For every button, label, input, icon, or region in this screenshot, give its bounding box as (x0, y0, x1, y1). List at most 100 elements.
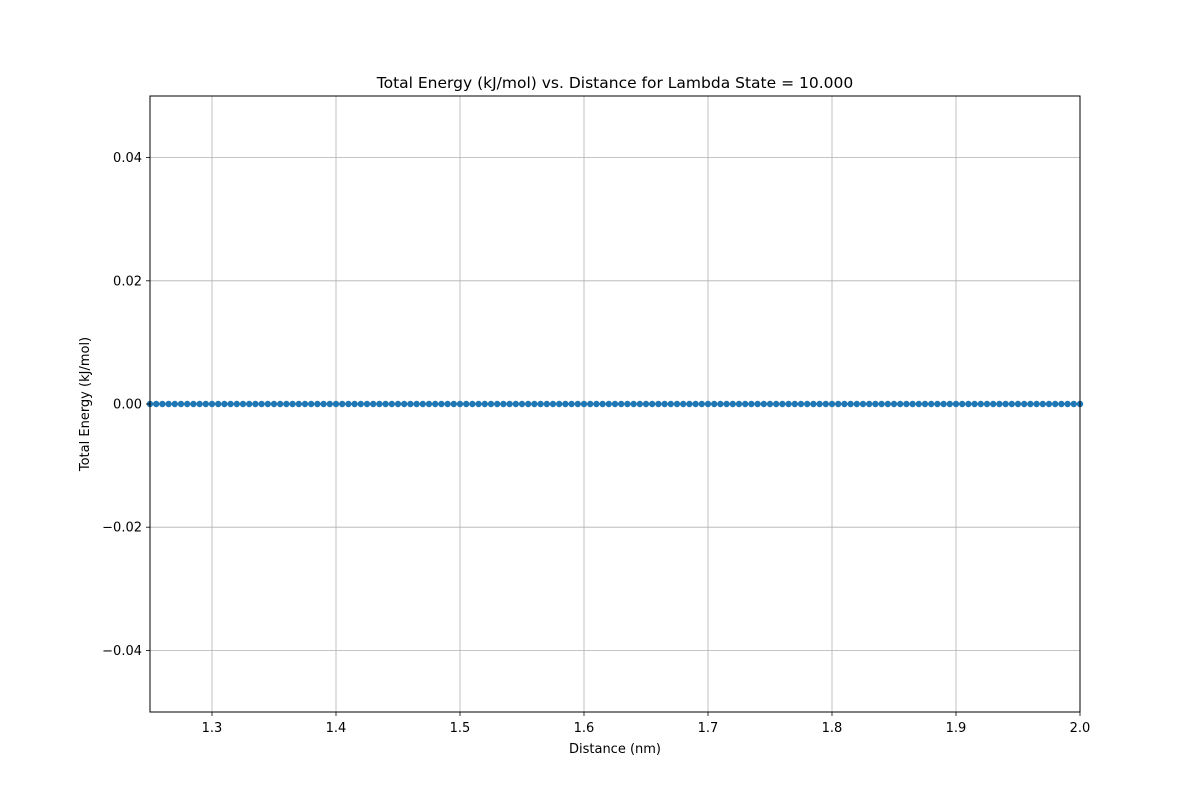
data-point (289, 400, 296, 408)
data-point (1052, 400, 1059, 408)
x-tick-label: 1.4 (326, 721, 347, 736)
data-point (525, 400, 532, 408)
data-point (897, 400, 904, 408)
data-point (835, 400, 842, 408)
data-point (388, 400, 395, 408)
data-point (587, 400, 594, 408)
data-point (884, 400, 891, 408)
y-tick-label: 0.02 (113, 274, 142, 289)
data-point (1045, 400, 1053, 408)
data-point (1039, 400, 1047, 408)
data-point (642, 400, 650, 408)
data-point (983, 400, 991, 408)
data-point (301, 400, 309, 408)
data-point (859, 400, 867, 408)
data-point (543, 400, 550, 408)
y-tick-label: 0.04 (113, 151, 142, 166)
data-point (196, 400, 203, 408)
data-point (394, 400, 402, 408)
data-point (704, 400, 712, 408)
data-point (847, 400, 854, 408)
data-point (810, 400, 817, 408)
data-point (686, 400, 693, 408)
data-point (252, 400, 259, 408)
data-point (636, 400, 643, 408)
data-point (239, 400, 247, 408)
data-point (283, 400, 290, 408)
data-point (419, 400, 426, 408)
data-point (934, 400, 941, 408)
data-point (456, 400, 464, 408)
data-point (698, 400, 705, 408)
data-point (221, 400, 228, 408)
data-point (190, 400, 197, 408)
data-point (580, 400, 588, 408)
x-tick-label: 1.9 (946, 721, 967, 736)
data-point (996, 400, 1003, 408)
y-tick-label: −0.04 (102, 644, 142, 659)
data-point (971, 400, 978, 408)
data-point (903, 400, 910, 408)
data-point (649, 400, 656, 408)
y-axis-title: Total Energy (kJ/mol) (78, 337, 93, 472)
x-tick-label: 1.6 (574, 721, 595, 736)
data-point (748, 400, 755, 408)
data-point (921, 400, 929, 408)
data-point (680, 400, 687, 408)
data-point (909, 400, 916, 408)
data-point (940, 400, 947, 408)
data-point (946, 400, 953, 408)
y-tick-label: 0.00 (113, 398, 142, 413)
data-point (1014, 400, 1022, 408)
data-point (425, 400, 433, 408)
data-point (605, 400, 612, 408)
data-point (184, 400, 191, 408)
x-tick-label: 1.3 (202, 721, 223, 736)
data-point (556, 400, 563, 408)
data-point (766, 400, 774, 408)
data-point (673, 400, 681, 408)
data-point (742, 400, 749, 408)
data-point (797, 400, 805, 408)
data-point (977, 400, 984, 408)
data-point (692, 400, 699, 408)
data-point (779, 400, 786, 408)
data-point (928, 400, 935, 408)
data-point (407, 400, 414, 408)
data-point (915, 400, 922, 408)
data-point (729, 400, 736, 408)
data-point (611, 400, 619, 408)
data-point (413, 400, 420, 408)
data-point (1008, 400, 1015, 408)
x-tick-label: 1.7 (698, 721, 719, 736)
data-point (562, 400, 569, 408)
data-series (146, 400, 1084, 408)
data-point (370, 400, 377, 408)
data-point (1070, 400, 1078, 408)
data-point (655, 400, 662, 408)
data-point (866, 400, 873, 408)
data-point (339, 400, 346, 408)
data-point (959, 400, 966, 408)
data-point (990, 400, 997, 408)
data-point (599, 400, 606, 408)
data-point (500, 400, 507, 408)
data-point (382, 400, 389, 408)
data-point (506, 400, 513, 408)
data-point (841, 400, 848, 408)
x-tick-label: 2.0 (1070, 721, 1091, 736)
data-point (1064, 400, 1071, 408)
x-axis-title: Distance (nm) (569, 742, 661, 757)
data-point (159, 400, 166, 408)
data-point (438, 400, 445, 408)
data-point (376, 400, 383, 408)
data-point (444, 400, 451, 408)
data-point (326, 400, 333, 408)
data-point (624, 400, 631, 408)
data-point (822, 400, 829, 408)
data-point (890, 400, 898, 408)
series-layer (146, 400, 1084, 408)
data-point (773, 400, 780, 408)
data-point (878, 400, 885, 408)
